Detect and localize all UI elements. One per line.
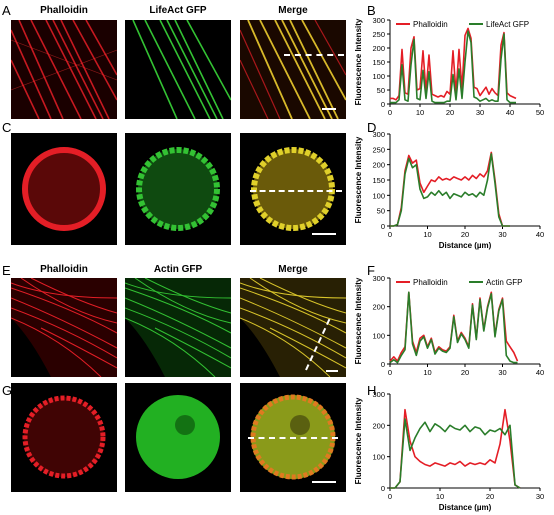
series-line-green [389,291,518,364]
chart-b-intensity: 0 50 100 150 200 250 300 0 10 20 30 40 50 Fluorescenc… [354,16,544,117]
y-tick-label: 100 [372,331,385,340]
y-tick-label: 0 [381,222,385,231]
y-tick-label: 250 [372,30,385,39]
x-tick-label: 40 [506,108,514,117]
micrograph-c-lifeact [125,133,231,245]
micrograph-a-merge [240,20,346,119]
scale-bar [312,481,336,483]
series-line-green [390,30,516,104]
scale-bar [312,233,336,235]
y-axis-label: Fluorescence Intensity [354,277,363,364]
panel-letter-d: D [367,120,377,135]
scale-bar [322,108,336,110]
panel-letter-e: E [2,263,11,278]
x-tick-label: 10 [423,368,431,377]
x-axis-label: Distance (µm) [439,241,492,250]
column-title-lifeact-gfp: LifeAct GFP [149,5,207,16]
y-tick-label: 200 [372,161,385,170]
x-tick-label: 40 [536,230,544,239]
panel-letter-a: A [2,3,11,18]
y-axis-label: Fluorescence Intensity [354,397,363,484]
panel-letter-h: H [367,383,377,398]
x-tick-label: 50 [536,108,544,117]
micrograph-g-phalloidin [11,383,117,492]
micrograph-e-merge [240,278,346,377]
scale-bar [326,370,338,372]
y-tick-label: 100 [372,72,385,81]
x-tick-label: 30 [476,108,484,117]
micrograph-a-lifeact [125,20,231,119]
y-tick-label: 250 [372,145,385,154]
micrograph-e-actin-gfp [125,278,231,377]
column-title-merge-bottom: Merge [278,264,308,275]
y-tick-label: 150 [372,176,385,185]
y-tick-label: 0 [381,100,385,109]
x-tick-label: 0 [388,368,392,377]
panel-letter-b: B [367,3,376,18]
y-tick-label: 300 [372,274,385,283]
x-tick-label: 0 [388,108,392,117]
x-tick-label: 0 [388,230,392,239]
y-tick-label: 0 [381,484,385,493]
series-line-green [390,418,521,489]
micrograph-c-phalloidin [11,133,117,245]
y-tick-label: 50 [377,86,385,95]
y-tick-label: 200 [372,303,385,312]
y-tick-label: 0 [381,360,385,369]
legend-label: Phalloidin [413,20,448,29]
y-axis-label: Fluorescence Intensity [354,18,363,105]
legend-label: LifeAct GFP [486,20,529,29]
line-scan-marker [250,190,342,192]
panel-letter-f: F [367,263,375,278]
column-title-phalloidin-top: Phalloidin [40,5,88,16]
x-tick-label: 20 [461,230,469,239]
y-tick-label: 150 [372,58,385,67]
micrograph-e-phalloidin [11,278,117,377]
y-tick-label: 100 [372,453,385,462]
chart-f-intensity: 0 100 200 300 0 10 20 30 40 Fluorescence Intensit… [354,274,544,377]
x-tick-label: 20 [461,368,469,377]
x-tick-label: 20 [486,492,494,501]
micrograph-c-merge [240,133,346,245]
column-title-merge-top: Merge [278,5,308,16]
micrograph-a-phalloidin [11,20,117,119]
column-title-actin-gfp: Actin GFP [153,264,203,275]
x-tick-label: 0 [388,492,392,501]
x-tick-label: 40 [536,368,544,377]
panel-letter-g: G [2,383,13,398]
series-line-red [390,27,517,101]
micrograph-g-merge [240,383,346,492]
y-tick-label: 100 [372,191,385,200]
legend-label: Actin GFP [486,278,522,287]
line-scan-marker [248,437,338,439]
y-tick-label: 300 [372,16,385,25]
y-tick-label: 300 [372,390,385,399]
chart-d-intensity: 0 50 100 150 200 250 300 0 10 20 30 40 Fluorescence … [354,130,544,250]
x-tick-label: 30 [498,230,506,239]
x-tick-label: 20 [446,108,454,117]
chart-h-intensity: 0 100 200 300 0 10 20 30 Fluorescence Intensity D… [354,390,544,512]
x-tick-label: 30 [536,492,544,501]
y-axis-label: Fluorescence Intensity [354,136,363,223]
column-title-phalloidin-bottom: Phalloidin [40,264,88,275]
y-tick-label: 300 [372,130,385,139]
legend-label: Phalloidin [413,278,448,287]
x-tick-label: 10 [423,230,431,239]
micrograph-g-actin-gfp [125,383,231,492]
y-tick-label: 200 [372,421,385,430]
y-tick-label: 200 [372,44,385,53]
x-axis-label: Distance (µm) [439,503,492,512]
panel-letter-c: C [2,120,12,135]
line-scan-marker [284,54,344,56]
x-tick-label: 10 [436,492,444,501]
x-tick-label: 10 [416,108,424,117]
series-line-green [390,153,510,227]
y-tick-label: 50 [377,207,385,216]
x-tick-label: 30 [498,368,506,377]
